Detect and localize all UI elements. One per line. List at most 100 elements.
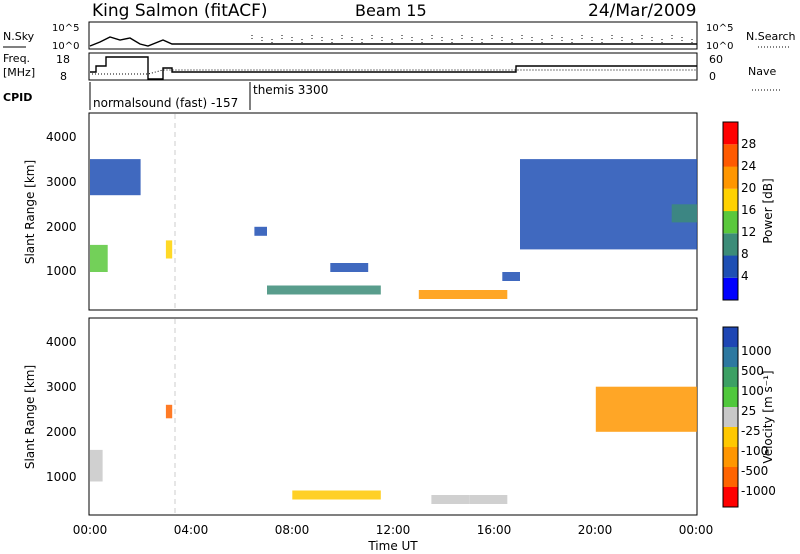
cpid-label: CPID xyxy=(3,91,32,104)
power-colorbar-label: Power [dB] xyxy=(761,178,775,243)
velocity-data-cells xyxy=(90,386,697,504)
x-tick-labels: 00:00 04:00 08:00 12:00 16:00 20:00 00:0… xyxy=(73,523,714,537)
velocity-colorbar-label: Velocity [m s⁻¹] xyxy=(761,370,775,463)
power-cbar-tick-20: 20 xyxy=(741,181,756,195)
power-y-tick-1000: 1000 xyxy=(46,264,77,278)
power-y-tick-3000: 3000 xyxy=(46,175,77,189)
power-y-ticks: 1000 2000 3000 4000 xyxy=(46,130,77,278)
velocity-cbar-tick-neg1000: -1000 xyxy=(741,484,776,498)
velocity-colorbar-swatch-2 xyxy=(723,367,738,387)
power-colorbar-swatch-2 xyxy=(723,233,738,256)
power-colorbar-swatch-4 xyxy=(723,188,738,212)
nave-tick-bottom: 0 xyxy=(709,70,716,83)
x-axis-label: Time UT xyxy=(367,539,418,553)
velocity-colorbar-swatch-4 xyxy=(723,407,738,427)
x-tick-0800: 08:00 xyxy=(275,523,310,537)
noise-left-tick-top: 10^5 xyxy=(52,23,79,34)
power-cbar-tick-16: 16 xyxy=(741,203,756,217)
velocity-y-tick-1000: 1000 xyxy=(46,470,77,484)
noise-left-tick-bottom: 10^0 xyxy=(52,41,79,52)
freq-trace xyxy=(90,56,697,80)
date-title: 24/Mar/2009 xyxy=(588,1,696,21)
velocity-colorbar-swatch-5 xyxy=(723,427,738,447)
noise-sky-line xyxy=(89,36,697,47)
velocity-colorbar-swatch-8 xyxy=(723,487,738,507)
velocity-cbar-tick-1000: 1000 xyxy=(741,344,772,358)
power-colorbar-swatch-1 xyxy=(723,255,738,278)
power-cbar-tick-12: 12 xyxy=(741,225,756,239)
x-tick-0000: 00:00 xyxy=(73,523,108,537)
power-cell-8 xyxy=(520,159,697,250)
freq-label-line2: [MHz] xyxy=(3,66,35,79)
velocity-cell-5 xyxy=(595,386,697,432)
velocity-colorbar-swatch-1 xyxy=(723,347,738,367)
power-cbar-tick-24: 24 xyxy=(741,159,756,173)
power-ylabel: Slant Range [km] xyxy=(23,160,37,264)
velocity-colorbar-frame xyxy=(722,326,739,508)
velocity-y-tick-4000: 4000 xyxy=(46,335,77,349)
power-colorbar-frame xyxy=(722,121,739,301)
velocity-cbar-tick-neg25: -25 xyxy=(741,424,761,438)
x-tick-1600: 16:00 xyxy=(477,523,512,537)
velocity-cell-1 xyxy=(165,404,173,419)
power-colorbar: 4 8 12 16 20 24 28 Power [dB] xyxy=(722,121,775,301)
velocity-cbar-tick-25: 25 xyxy=(741,404,756,418)
velocity-cell-0 xyxy=(90,449,103,482)
power-colorbar-swatch-6 xyxy=(723,144,738,167)
power-data-cells xyxy=(90,159,697,299)
x-tick-0400: 04:00 xyxy=(174,523,209,537)
power-colorbar-swatch-5 xyxy=(723,166,738,189)
velocity-colorbar: 1000 500 100 25 -25 -100 -500 -1000 Velo… xyxy=(722,326,776,508)
velocity-ylabel: Slant Range [km] xyxy=(23,365,37,469)
noise-right-tick-top: 10^5 xyxy=(706,23,733,34)
nave-label: Nave xyxy=(748,65,776,78)
velocity-colorbar-swatch-3 xyxy=(723,387,738,407)
velocity-y-ticks: 1000 2000 3000 4000 xyxy=(46,335,77,484)
noise-panel: N.Sky 10^5 10^0 10^5 10^0 N.Search xyxy=(3,21,796,52)
freq-tick-top: 18 xyxy=(56,53,70,66)
power-y-tick-2000: 2000 xyxy=(46,220,77,234)
power-colorbar-swatch-0 xyxy=(723,277,738,301)
velocity-colorbar-swatch-7 xyxy=(723,467,738,487)
velocity-cbar-tick-neg500: -500 xyxy=(741,464,768,478)
freq-label-line1: Freq. xyxy=(3,52,30,65)
freq-tick-bottom: 8 xyxy=(60,70,67,83)
velocity-colorbar-swatch-6 xyxy=(723,447,738,467)
power-cbar-tick-4: 4 xyxy=(741,269,749,283)
power-cell-6 xyxy=(418,290,508,299)
velocity-cell-4 xyxy=(469,495,508,504)
velocity-cbar-tick-100: 100 xyxy=(741,384,764,398)
power-cbar-tick-8: 8 xyxy=(741,247,749,261)
cpid-panel: CPID normalsound (fast) -157 themis 3300 xyxy=(3,82,328,110)
power-colorbar-swatch-3 xyxy=(723,211,738,234)
power-colorbar-swatches xyxy=(723,122,738,301)
velocity-cell-3 xyxy=(431,495,470,504)
power-cell-9 xyxy=(671,204,697,223)
power-cell-5 xyxy=(330,263,369,272)
power-cell-4 xyxy=(267,285,381,295)
noise-right-tick-bottom: 10^0 xyxy=(706,41,733,52)
power-colorbar-swatch-7 xyxy=(723,122,738,145)
velocity-y-tick-2000: 2000 xyxy=(46,425,77,439)
cpid-mode-1: normalsound (fast) -157 xyxy=(93,96,238,110)
x-tick-2400: 00:00 xyxy=(679,523,714,537)
power-cell-7 xyxy=(502,272,520,281)
station-title: King Salmon (fitACF) xyxy=(92,1,268,21)
noise-trace xyxy=(89,35,697,47)
nave-tick-top: 60 xyxy=(709,53,723,66)
x-tick-1200: 12:00 xyxy=(376,523,411,537)
power-y-tick-4000: 4000 xyxy=(46,130,77,144)
velocity-cbar-tick-500: 500 xyxy=(741,364,764,378)
velocity-cbar-tick-neg100: -100 xyxy=(741,444,768,458)
cpid-mode-2: themis 3300 xyxy=(253,83,328,97)
velocity-panel: 1000 2000 3000 4000 Slant Range [km] 00:… xyxy=(23,317,714,553)
beam-title: Beam 15 xyxy=(355,1,427,20)
x-tick-2000: 20:00 xyxy=(578,523,613,537)
power-cell-1 xyxy=(90,159,141,196)
power-panel: 1000 2000 3000 4000 Slant Range [km] xyxy=(23,112,698,311)
velocity-y-tick-3000: 3000 xyxy=(46,380,77,394)
power-cell-0 xyxy=(90,244,108,272)
noise-left-label: N.Sky xyxy=(3,30,35,43)
noise-right-label: N.Search xyxy=(746,30,796,43)
